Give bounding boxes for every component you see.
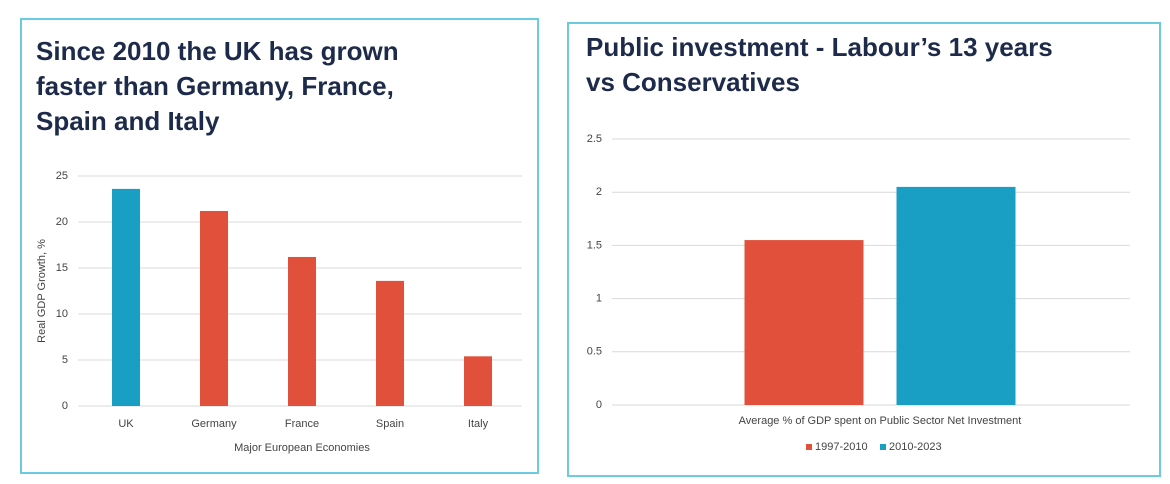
chart-title: Public investment - Labour’s 13 years vs…	[586, 32, 1053, 97]
x-tick-label: Spain	[376, 418, 404, 430]
bar	[112, 188, 140, 406]
y-tick-label: 25	[56, 170, 68, 182]
y-tick-label: 2	[596, 186, 602, 198]
y-tick-label: 1	[596, 293, 602, 305]
bar	[200, 210, 228, 406]
legend-label: 2010-2023	[889, 441, 942, 453]
panel	[20, 18, 539, 474]
x-tick-label: Italy	[468, 418, 489, 430]
panel	[567, 22, 1161, 477]
bar	[464, 356, 492, 406]
x-axis-label: Major European Economies	[234, 442, 370, 454]
y-tick-label: 1.5	[587, 239, 602, 251]
x-tick-label: UK	[118, 418, 134, 430]
x-tick-label: Average % of GDP spent on Public Sector …	[739, 415, 1022, 427]
y-tick-label: 10	[56, 308, 68, 320]
y-tick-label: 15	[56, 262, 68, 274]
x-tick-label: Germany	[191, 418, 237, 430]
legend-swatch	[806, 444, 812, 450]
y-tick-label: 5	[62, 354, 68, 366]
legend-label: 1997-2010	[815, 441, 868, 453]
y-tick-label: 0	[62, 400, 68, 412]
y-axis-label: Real GDP Growth, %	[36, 239, 48, 343]
bar	[744, 240, 864, 405]
bar	[288, 256, 316, 406]
bar	[376, 280, 404, 406]
bar	[896, 186, 1016, 405]
chart-title: Since 2010 the UK has grown faster than …	[36, 36, 399, 136]
y-tick-label: 0.5	[587, 346, 602, 358]
x-tick-label: France	[285, 418, 319, 430]
y-tick-label: 20	[56, 216, 68, 228]
y-tick-label: 0	[596, 399, 602, 411]
y-tick-label: 2.5	[587, 133, 602, 145]
legend-swatch	[880, 444, 886, 450]
